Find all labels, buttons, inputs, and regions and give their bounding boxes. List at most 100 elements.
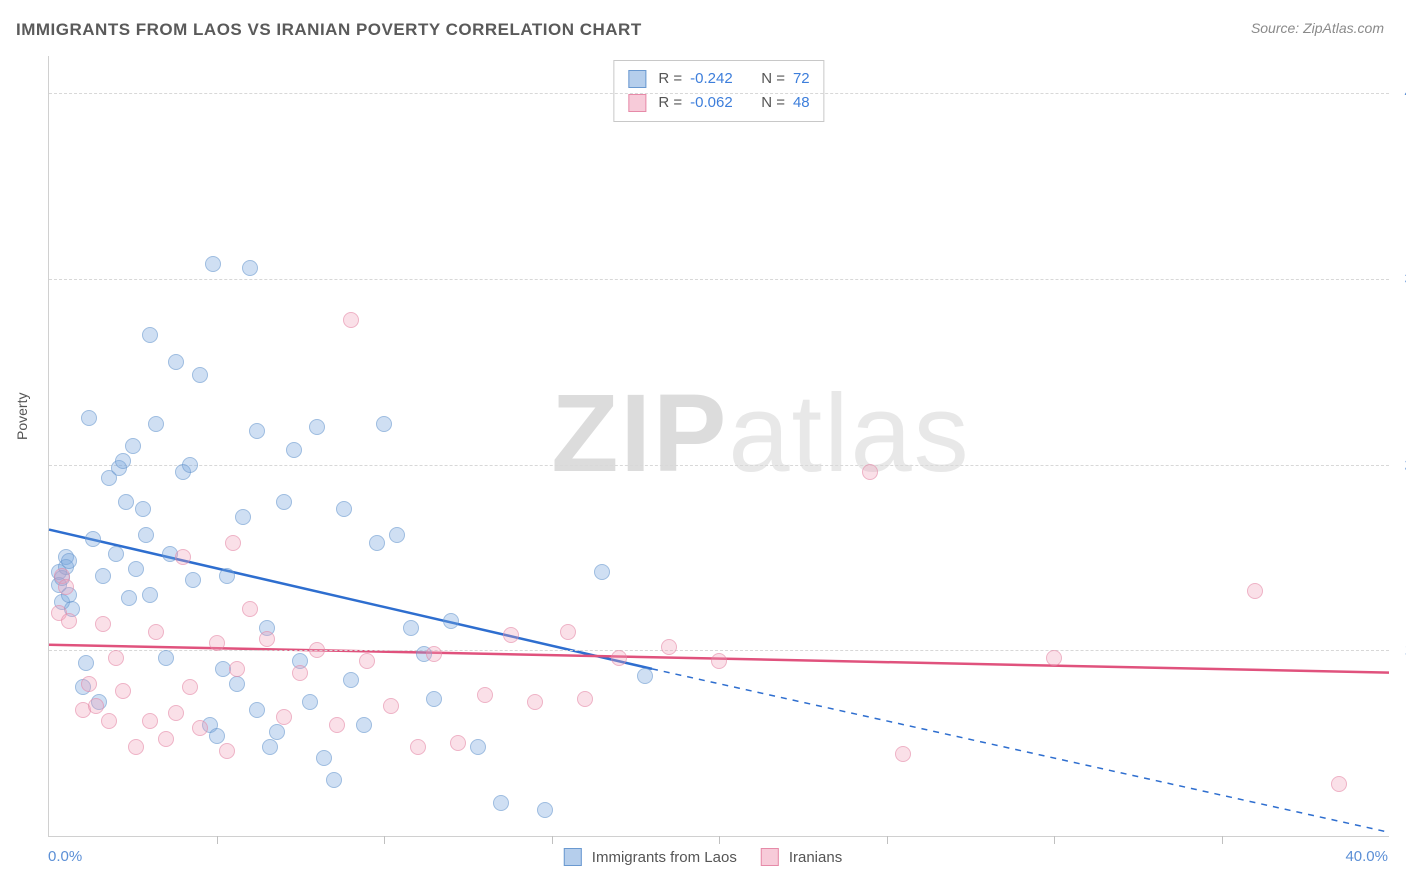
x-axis-label-min: 0.0% <box>48 848 82 865</box>
data-point-laos <box>182 457 198 473</box>
chart-title: IMMIGRANTS FROM LAOS VS IRANIAN POVERTY … <box>16 20 642 40</box>
data-point-laos <box>121 590 137 606</box>
r-value-laos: -0.242 <box>690 67 733 91</box>
stats-row-laos: R = -0.242 N = 72 <box>628 67 809 91</box>
r-label: R = <box>658 67 682 91</box>
data-point-laos <box>61 553 77 569</box>
data-point-iranians <box>343 312 359 328</box>
x-tick <box>384 836 385 844</box>
data-point-laos <box>316 750 332 766</box>
data-point-laos <box>426 691 442 707</box>
legend-label: Iranians <box>789 849 842 866</box>
y-axis-title: Poverty <box>14 393 30 440</box>
data-point-iranians <box>61 613 77 629</box>
x-tick <box>887 836 888 844</box>
data-point-laos <box>209 728 225 744</box>
data-point-laos <box>470 739 486 755</box>
data-point-iranians <box>242 601 258 617</box>
data-point-laos <box>309 419 325 435</box>
data-point-laos <box>118 494 134 510</box>
plot-area: ZIPatlas R = -0.242 N = 72R = -0.062 N =… <box>48 56 1389 837</box>
stats-row-iranians: R = -0.062 N = 48 <box>628 91 809 115</box>
data-point-iranians <box>292 665 308 681</box>
data-point-iranians <box>58 579 74 595</box>
data-point-laos <box>276 494 292 510</box>
data-point-laos <box>229 676 245 692</box>
n-label: N = <box>761 91 785 115</box>
legend-item: Immigrants from Laos <box>564 848 737 866</box>
data-point-iranians <box>329 717 345 733</box>
data-point-laos <box>235 509 251 525</box>
data-point-laos <box>242 260 258 276</box>
data-point-iranians <box>115 683 131 699</box>
data-point-laos <box>286 442 302 458</box>
chart-container: IMMIGRANTS FROM LAOS VS IRANIAN POVERTY … <box>0 0 1406 892</box>
data-point-laos <box>115 453 131 469</box>
x-axis-label-max: 40.0% <box>1345 848 1388 865</box>
data-point-laos <box>192 367 208 383</box>
gridline <box>49 93 1389 94</box>
data-point-laos <box>356 717 372 733</box>
gridline <box>49 650 1389 651</box>
source-attribution: Source: ZipAtlas.com <box>1251 20 1384 36</box>
data-point-iranians <box>1046 650 1062 666</box>
data-point-iranians <box>128 739 144 755</box>
swatch-iranians <box>628 94 646 112</box>
data-point-iranians <box>895 746 911 762</box>
data-point-iranians <box>577 691 593 707</box>
data-point-laos <box>95 568 111 584</box>
data-point-iranians <box>148 624 164 640</box>
data-point-iranians <box>108 650 124 666</box>
data-point-iranians <box>209 635 225 651</box>
data-point-iranians <box>426 646 442 662</box>
gridline <box>49 279 1389 280</box>
data-point-laos <box>493 795 509 811</box>
data-point-laos <box>249 702 265 718</box>
data-point-laos <box>85 531 101 547</box>
x-tick <box>552 836 553 844</box>
data-point-iranians <box>182 679 198 695</box>
data-point-laos <box>249 423 265 439</box>
data-point-iranians <box>1247 583 1263 599</box>
data-point-iranians <box>88 698 104 714</box>
n-value-iranians: 48 <box>793 91 810 115</box>
data-point-iranians <box>259 631 275 647</box>
data-point-iranians <box>219 743 235 759</box>
data-point-iranians <box>862 464 878 480</box>
data-point-laos <box>185 572 201 588</box>
data-point-laos <box>108 546 124 562</box>
data-point-laos <box>594 564 610 580</box>
legend-label: Immigrants from Laos <box>592 849 737 866</box>
data-point-laos <box>343 672 359 688</box>
r-label: R = <box>658 91 682 115</box>
data-point-laos <box>78 655 94 671</box>
data-point-laos <box>369 535 385 551</box>
data-point-iranians <box>192 720 208 736</box>
x-tick <box>217 836 218 844</box>
data-point-iranians <box>477 687 493 703</box>
data-point-iranians <box>101 713 117 729</box>
regression-line-dash-laos <box>652 669 1389 832</box>
data-point-laos <box>262 739 278 755</box>
data-point-laos <box>326 772 342 788</box>
bottom-legend: Immigrants from Laos Iranians <box>564 848 842 866</box>
data-point-laos <box>128 561 144 577</box>
data-point-iranians <box>225 535 241 551</box>
data-point-laos <box>168 354 184 370</box>
data-point-iranians <box>450 735 466 751</box>
data-point-laos <box>389 527 405 543</box>
n-value-laos: 72 <box>793 67 810 91</box>
data-point-laos <box>219 568 235 584</box>
data-point-iranians <box>560 624 576 640</box>
data-point-iranians <box>158 731 174 747</box>
regression-lines <box>49 56 1389 836</box>
data-point-laos <box>158 650 174 666</box>
data-point-iranians <box>309 642 325 658</box>
data-point-laos <box>336 501 352 517</box>
data-point-laos <box>302 694 318 710</box>
data-point-iranians <box>359 653 375 669</box>
regression-line-laos <box>49 530 652 669</box>
data-point-iranians <box>229 661 245 677</box>
data-point-laos <box>443 613 459 629</box>
data-point-laos <box>537 802 553 818</box>
